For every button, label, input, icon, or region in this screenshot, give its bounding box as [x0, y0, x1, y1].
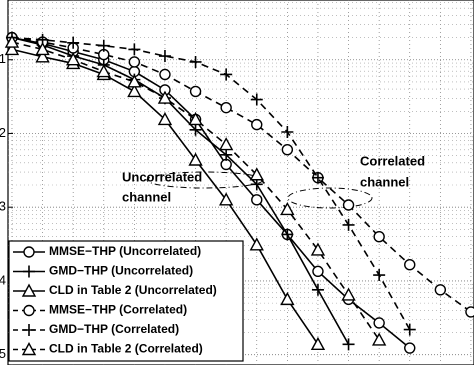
marker — [220, 148, 233, 161]
marker — [157, 90, 173, 104]
marker — [280, 291, 295, 306]
marker — [373, 230, 385, 243]
marker — [310, 242, 326, 256]
marker — [434, 284, 447, 296]
marker — [281, 143, 294, 156]
marker — [67, 36, 80, 49]
marker — [403, 323, 416, 336]
annotation: Uncorrelated channel Correlated channel — [122, 153, 425, 204]
marker — [373, 317, 385, 329]
legend-box — [8, 240, 244, 362]
marker — [281, 125, 294, 138]
marker — [23, 304, 35, 317]
marker — [23, 246, 35, 258]
marker — [465, 306, 474, 318]
marker — [188, 111, 203, 126]
marker — [250, 93, 263, 106]
marker — [371, 332, 387, 346]
marker — [189, 55, 202, 68]
marker — [65, 52, 81, 66]
marker — [342, 199, 355, 211]
marker — [4, 34, 20, 48]
marker — [218, 192, 234, 206]
y-tick-label: -4 — [0, 272, 6, 287]
y-tick-label: -3 — [0, 199, 6, 214]
marker — [251, 118, 263, 131]
series-line — [11, 36, 350, 345]
legend-label: MMSE−THP (Correlated) — [49, 303, 187, 317]
marker — [251, 194, 263, 206]
marker — [35, 41, 50, 56]
legend-label: CLD in Table 2 (Correlated) — [49, 342, 203, 356]
marker — [311, 171, 324, 184]
marker — [220, 158, 232, 171]
series-line — [11, 36, 472, 313]
marker — [158, 50, 171, 63]
marker — [97, 39, 110, 52]
marker — [21, 342, 37, 356]
marker — [23, 265, 35, 278]
legend-label: MMSE−THP (Uncorrelated) — [49, 244, 201, 258]
marker — [281, 228, 294, 241]
marker — [341, 287, 356, 301]
marker — [373, 269, 386, 282]
legend-label: GMD−THP (Uncorrelated) — [49, 264, 193, 278]
legend-label: CLD in Table 2 (Uncorrelated) — [49, 283, 217, 297]
marker — [21, 283, 37, 297]
y-tick-label: -1 — [0, 51, 6, 66]
marker — [311, 283, 324, 296]
marker — [249, 167, 264, 181]
marker — [96, 64, 111, 78]
annotation-ellipse — [287, 187, 373, 209]
marker — [220, 68, 233, 81]
marker — [249, 237, 264, 251]
marker — [23, 324, 35, 336]
marker — [280, 201, 295, 216]
annotation-text: Correlated — [360, 153, 425, 168]
marker — [159, 68, 171, 81]
marker — [4, 41, 20, 56]
marker — [127, 83, 142, 98]
marker — [342, 218, 355, 231]
marker — [218, 137, 234, 151]
marker — [310, 336, 326, 351]
annotation-text: channel — [122, 189, 171, 204]
legend: MMSE−THP (Uncorrelated) GMD−THP (Uncorrel… — [8, 240, 244, 362]
marker — [342, 338, 355, 351]
y-tick-label: -2 — [0, 125, 6, 140]
marker — [35, 49, 50, 63]
marker — [128, 56, 141, 68]
marker — [128, 43, 141, 56]
marker — [220, 101, 232, 114]
legend-label: GMD−THP (Correlated) — [49, 322, 179, 336]
marker — [189, 123, 202, 136]
annotation-text: Uncorrelated — [122, 169, 202, 184]
marker — [127, 74, 142, 88]
marker — [188, 152, 203, 166]
marker — [189, 85, 202, 98]
marker — [312, 265, 324, 278]
y-tick-label: -5 — [0, 346, 6, 361]
annotation-text: channel — [360, 174, 409, 189]
marker — [404, 342, 416, 354]
marker — [404, 259, 416, 271]
marker — [157, 111, 173, 126]
